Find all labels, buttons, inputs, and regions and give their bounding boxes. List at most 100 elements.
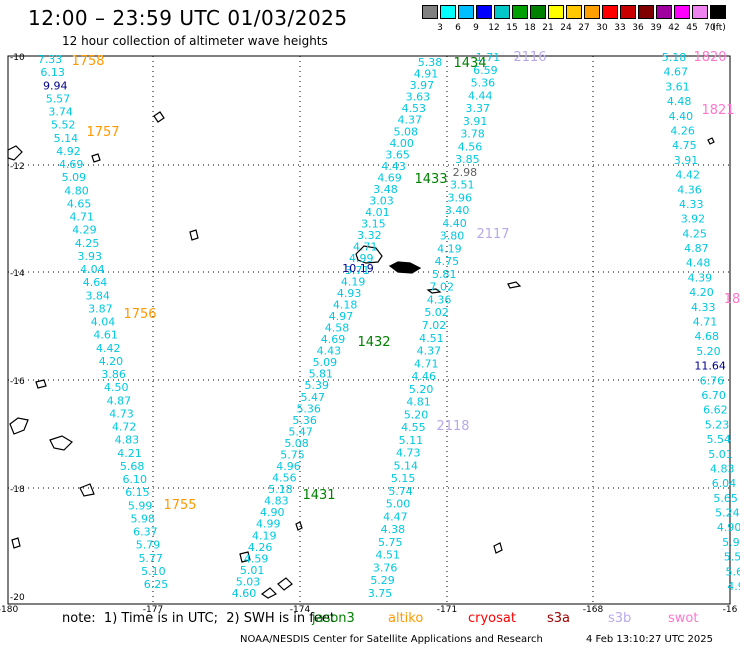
legend-tick: 9: [473, 23, 479, 33]
track-d-swh-label: 5.01: [708, 448, 733, 461]
track-d-swh-label: 5.5: [724, 551, 740, 564]
track-b-swh-label: 4.71: [353, 241, 378, 254]
island-niue: [493, 542, 503, 554]
lon-label: -180: [0, 605, 18, 615]
track-d-swh-label: 5.20: [696, 345, 721, 358]
track-c-swh-label: 7.02: [429, 281, 454, 294]
track-id-label: 2116: [513, 50, 546, 65]
track-c-swh-label: 5.29: [370, 574, 395, 587]
track-c-swh-label: 4.81: [406, 396, 431, 409]
track-b-swh-label: 5.08: [393, 125, 418, 138]
track-d-swh-label: 4.68: [694, 330, 719, 343]
island-tongatapu: [260, 587, 278, 599]
footer-note: note: 1) Time is in UTC; 2) SWH is in fe…: [62, 611, 335, 626]
lon-label: -168: [583, 605, 604, 615]
track-b-swh-label: 5.47: [300, 391, 325, 404]
track-d-swh-label: 6.76: [700, 374, 725, 387]
track-b-swh-label: 4.93: [337, 287, 362, 300]
track-d-swh-label: 4.26: [670, 124, 695, 137]
track-a-swh-label: 4.61: [93, 329, 118, 342]
track-c-swh-label: 5.36: [471, 77, 496, 90]
track-b-swh-label: 4.69: [377, 171, 402, 184]
track-a-swh-label: 3.86: [101, 368, 126, 381]
track-b-swh-label: 5.08: [284, 437, 309, 450]
legend-tick: 6: [455, 23, 461, 33]
track-b-swh-label: 4.43: [317, 345, 342, 358]
map-title: 12:00 – 23:59 UTC 01/03/2025: [28, 6, 348, 30]
track-a-swh-label: 4.64: [83, 276, 108, 289]
track-d-swh-label: 4.39: [688, 271, 713, 284]
satellite-legend-item: cryosat: [468, 611, 516, 626]
track-c-swh-label: 5.75: [378, 536, 403, 549]
track-c-swh-label: 3.37: [465, 102, 490, 115]
track-a-swh-label: 7.33: [38, 53, 63, 66]
track-c-swh-label: 3.80: [440, 230, 465, 243]
track-c-swh-label: 4.37: [417, 345, 442, 358]
track-b-swh-label: 5.36: [292, 414, 317, 427]
track-b-swh-label: 5.03: [236, 575, 261, 588]
track-a-swh-label: 4.72: [112, 421, 137, 434]
track-d-swh-label: 4.33: [679, 198, 704, 211]
satellite-legend-item: s3a: [547, 611, 571, 626]
track-c-swh-label: 4.46: [411, 370, 436, 383]
track-a-swh-label: 4.29: [72, 224, 97, 237]
track-b-swh-label: 4.37: [398, 114, 423, 127]
legend-swatch: [548, 5, 564, 19]
track-id-label: 18: [724, 292, 740, 307]
track-c-swh-label: 4.47: [383, 510, 408, 523]
track-a-swh-label: 5.57: [46, 92, 71, 105]
track-b-swh-label: 4.19: [252, 529, 277, 542]
satellite-legend-item: swot: [668, 611, 699, 626]
track-a-swh-label: 6.37: [133, 526, 158, 539]
track-b-swh-label: 4.58: [325, 322, 350, 335]
track-a-swh-label: 5.98: [131, 512, 156, 525]
legend-tick: 21: [542, 23, 554, 33]
track-b-swh-label: 4.83: [264, 495, 289, 508]
legend-swatch: [674, 5, 690, 19]
island-tonga-haapai: [239, 551, 251, 563]
track-b-swh-label: 3.15: [361, 218, 386, 231]
legend-tick: 24: [560, 23, 572, 33]
track-a-swh-label: 6.13: [40, 66, 65, 79]
track-b-swh-label: 4.99: [256, 518, 281, 531]
track-a-swh-label: 4.42: [96, 342, 121, 355]
lat-label: -20: [10, 593, 25, 603]
track-a-swh-label: 4.87: [107, 394, 132, 407]
track-c-swh-label: 3.40: [445, 204, 470, 217]
track-d-swh-label: 6.70: [701, 389, 726, 402]
track-id-label: 1757: [86, 125, 119, 140]
track-a-swh-label: 3.93: [78, 250, 103, 263]
track-c-swh-label: 4.73: [396, 447, 421, 460]
track-b-swh-label: 4.96: [276, 460, 301, 473]
map-frame: [7, 55, 731, 605]
track-a-swh-label: 5.68: [120, 460, 145, 473]
track-b-swh-label: 4.18: [333, 298, 358, 311]
island-fiji-east-3: [11, 537, 21, 549]
track-a-swh-label: 5.14: [54, 132, 79, 145]
track-b-swh-label: 10.19: [342, 262, 374, 275]
legend-swatch: [692, 5, 708, 19]
satellite-legend-item: jason3: [312, 611, 355, 626]
island-fiji-west: [9, 417, 29, 435]
track-d-swh-label: 6.62: [703, 404, 728, 417]
lat-label: -18: [10, 485, 25, 495]
track-a-swh-label: 5.10: [141, 565, 166, 578]
track-a-swh-label: 4.71: [70, 211, 95, 224]
track-b-swh-label: 3.63: [406, 91, 431, 104]
legend-tick: 12: [488, 23, 500, 33]
track-b-swh-label: 5.47: [288, 425, 313, 438]
legend-swatch: [476, 5, 492, 19]
legend-swatch: [602, 5, 618, 19]
track-d-swh-label: 5.54: [707, 433, 732, 446]
track-b-swh-label: 5.36: [296, 402, 321, 415]
legend-tick: 45: [686, 23, 698, 33]
island-tutuila: [426, 288, 442, 294]
track-id-label: 2118: [436, 419, 469, 434]
lat-label: -12: [10, 162, 25, 172]
lon-label: -171: [437, 605, 457, 615]
track-d-swh-label: 4.67: [663, 66, 688, 79]
island-fiji-north: [7, 145, 23, 161]
track-a-swh-label: 6.25: [144, 578, 169, 591]
timestamp-text: 4 Feb 13:10:27 UTC 2025: [586, 634, 713, 645]
track-id-label: 1821: [701, 103, 734, 118]
